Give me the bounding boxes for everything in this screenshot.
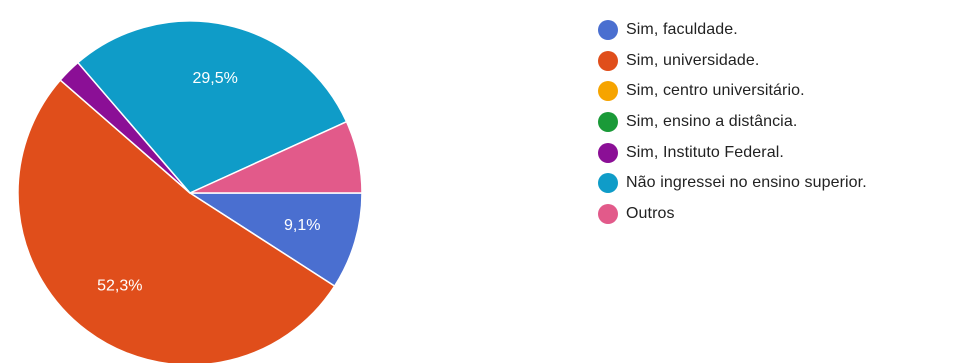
legend-item-sim-instituto-federal: Sim, Instituto Federal. <box>598 137 867 168</box>
legend-item-sim-centro-universitario: Sim, centro universitário. <box>598 76 867 107</box>
legend-label: Sim, Instituto Federal. <box>626 143 784 161</box>
legend-swatch <box>598 81 618 102</box>
pie-slice-sim-universidade <box>17 79 336 363</box>
legend: Sim, faculdade. Sim, universidade. Sim, ce… <box>598 15 867 229</box>
legend-label: Outros <box>626 204 675 222</box>
legend-label: Não ingressei no ensino superior. <box>626 174 867 192</box>
slice-label-sim-universidade: 52,3% <box>97 278 142 295</box>
legend-label: Sim, ensino a distância. <box>626 113 798 131</box>
pie-slice-outros <box>189 120 363 194</box>
legend-swatch <box>598 203 618 224</box>
legend-swatch <box>598 173 618 194</box>
slice-label-nao-ingressei-no-ensino-superior: 29,5% <box>192 70 237 87</box>
legend-label: Sim, faculdade. <box>626 21 738 39</box>
legend-item-nao-ingressei-no-ensino-superior: Não ingressei no ensino superior. <box>598 168 867 199</box>
legend-swatch <box>598 142 618 163</box>
legend-item-outros: Outros <box>598 199 867 230</box>
legend-item-sim-universidade: Sim, universidade. <box>598 46 867 77</box>
legend-swatch <box>598 112 618 133</box>
legend-label: Sim, centro universitário. <box>626 82 805 100</box>
pie-slice-nao-ingressei-no-ensino-superior <box>76 20 348 194</box>
legend-label: Sim, universidade. <box>626 51 760 69</box>
legend-swatch <box>598 20 618 41</box>
pie-slice-sim-faculdade <box>187 192 363 288</box>
legend-item-sim-faculdade: Sim, faculdade. <box>598 15 867 46</box>
legend-swatch <box>598 50 618 71</box>
slice-label-sim-faculdade: 9,1% <box>284 217 320 234</box>
legend-item-sim-ensino-a-distancia: Sim, ensino a distância. <box>598 107 867 138</box>
